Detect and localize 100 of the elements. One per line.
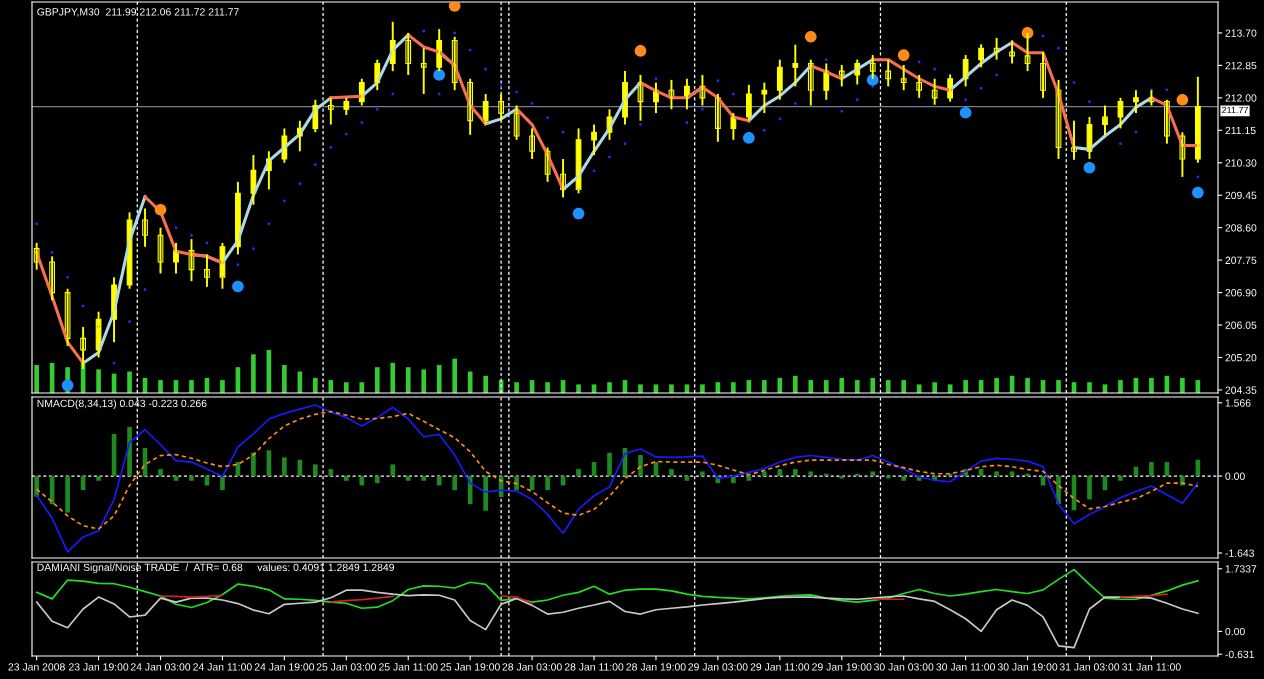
bar <box>854 380 860 393</box>
x-tick-label: 25 Jan 03:00 <box>316 663 377 671</box>
bar <box>452 358 458 393</box>
y-tick-label: 206.05 <box>1225 321 1257 329</box>
bar <box>514 476 519 491</box>
bar <box>823 380 829 393</box>
bar <box>762 471 767 477</box>
bar <box>158 469 163 477</box>
bar <box>700 471 705 477</box>
x-tick-label: 24 Jan 11:00 <box>193 663 252 671</box>
y-tick-label: -0.631 <box>1225 650 1254 659</box>
bar <box>684 476 690 481</box>
y-tick-label: 213.70 <box>1225 29 1257 37</box>
y-tick-label: 212.85 <box>1225 61 1257 70</box>
bar <box>885 476 891 479</box>
bar <box>994 377 999 393</box>
bar <box>1087 382 1092 393</box>
bar <box>173 476 179 481</box>
bar <box>313 377 318 393</box>
bar <box>405 476 411 481</box>
chart-title: NMACD(8,34,13) 0.043 -0.223 0.266 <box>37 399 207 410</box>
bar <box>854 473 860 477</box>
point <box>1176 93 1189 106</box>
bar <box>251 354 256 393</box>
x-tick-label: 23 Jan 19:00 <box>68 663 129 671</box>
point <box>448 2 461 12</box>
bar <box>96 476 101 481</box>
bar <box>762 380 767 393</box>
bar <box>545 382 550 393</box>
bar <box>127 426 132 477</box>
text: GBPJPY,M30 211.99 212.06 211.72 211.77 <box>37 8 239 17</box>
bar <box>1118 380 1123 393</box>
point <box>897 49 910 61</box>
bar <box>901 476 907 481</box>
bar <box>576 384 581 393</box>
bar <box>220 476 225 491</box>
bar <box>638 455 643 477</box>
bar <box>1087 476 1092 500</box>
y-tick-label: 209.45 <box>1225 191 1257 200</box>
y-tick-label: 212.00 <box>1225 94 1257 102</box>
bar <box>359 382 365 393</box>
bar <box>1056 380 1061 393</box>
bar <box>607 382 612 393</box>
bar <box>746 476 752 481</box>
y-tick-label: 204.35 <box>1225 386 1257 394</box>
x-tick-label: 25 Jan 19:00 <box>440 663 500 671</box>
x-tick-label: 31 Jan 11:00 <box>1122 663 1181 671</box>
y-tick-label: -1.643 <box>1225 549 1255 557</box>
bar <box>483 476 488 511</box>
bar <box>932 382 937 393</box>
bar <box>390 464 396 477</box>
x-tick-label: 24 Jan 03:00 <box>130 663 191 671</box>
point <box>154 203 167 216</box>
x-tick-label: 31 Jan 03:00 <box>1059 663 1120 671</box>
bar <box>1149 377 1154 393</box>
y-tick-label: 0.00 <box>1225 627 1245 636</box>
bar <box>1149 462 1154 477</box>
point <box>572 207 585 220</box>
bar <box>436 365 442 393</box>
point <box>433 69 446 81</box>
point <box>634 45 647 57</box>
y-tick-label: 205.20 <box>1225 353 1257 362</box>
y-tick-label: 207.75 <box>1225 256 1257 264</box>
y-tick-label: 206.90 <box>1225 289 1257 297</box>
bar <box>282 457 287 477</box>
bar <box>576 469 581 477</box>
x-tick-label: 28 Jan 03:00 <box>502 663 562 671</box>
bar <box>607 452 612 477</box>
bar <box>1025 473 1030 477</box>
x-tick-label: 29 Jan 03:00 <box>688 663 748 671</box>
bar <box>374 476 380 484</box>
bar <box>839 377 845 393</box>
y-tick-label: 208.60 <box>1225 224 1257 232</box>
bar <box>189 380 194 393</box>
bar <box>963 380 968 393</box>
point <box>959 106 972 119</box>
bar <box>65 476 70 513</box>
bar <box>1118 476 1123 481</box>
bar <box>994 471 999 477</box>
bar <box>390 362 396 393</box>
y-tick-label: 210.30 <box>1225 159 1257 167</box>
point <box>804 30 817 43</box>
y-tick-label: 0.00 <box>1225 472 1245 480</box>
x-tick-label: 29 Jan 11:00 <box>750 663 810 671</box>
bar <box>374 367 380 393</box>
x-tick-label: 30 Jan 19:00 <box>997 663 1058 671</box>
bar <box>251 452 256 477</box>
ref-line-label: 211.77 <box>1222 106 1249 114</box>
bar <box>1009 471 1015 477</box>
y-tick-label: 1.566 <box>1225 399 1251 407</box>
bar <box>359 476 365 486</box>
x-tick-label: 28 Jan 11:00 <box>564 663 624 671</box>
bar <box>545 476 550 491</box>
bar <box>343 382 349 393</box>
bar <box>731 382 736 393</box>
point <box>743 132 755 144</box>
bar <box>792 469 798 477</box>
point <box>232 280 244 293</box>
bar <box>669 469 674 477</box>
x-tick-label: 29 Jan 19:00 <box>812 663 872 671</box>
